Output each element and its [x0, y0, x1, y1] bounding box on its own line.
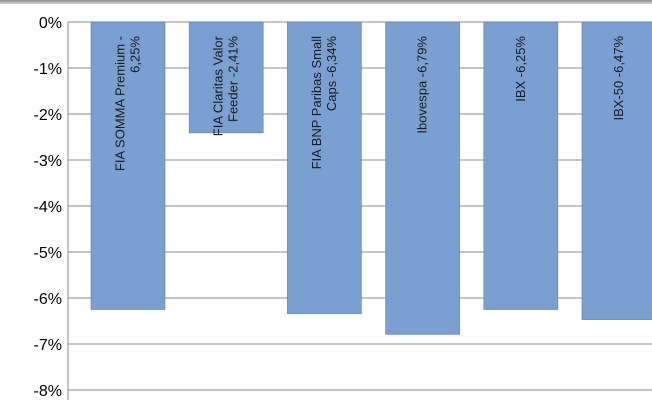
bar-data-label-line: IBX-50 -6,47%	[611, 36, 626, 121]
y-tick-label: -6%	[34, 291, 62, 308]
bar-data-label: FIA SOMMA Premium -6,25%	[113, 36, 143, 172]
y-tick-label: -3%	[34, 153, 62, 170]
bar	[385, 21, 460, 335]
bar-data-label: FIA BNP Paribas SmallCaps -6,34%	[309, 36, 339, 170]
bar-labels: FIA SOMMA Premium -6,25% FIA Claritas Val…	[113, 35, 627, 171]
bar-data-label-line: FIA SOMMA Premium -	[113, 36, 128, 171]
bar-data-label: IBX -6,25%	[513, 36, 528, 102]
bar	[188, 21, 264, 134]
y-tick-label: -8%	[34, 383, 62, 400]
bar-data-label-line: 6,25%	[128, 36, 143, 73]
y-tick-label: -2%	[34, 107, 62, 124]
bar	[90, 21, 166, 310]
y-tick-label: 0%	[39, 15, 62, 32]
bar-data-label-line: Feeder -2,41%	[226, 36, 241, 122]
bar-data-label-line: FIA BNP Paribas Small	[309, 36, 324, 170]
bar	[483, 21, 559, 310]
y-tick-label: -5%	[34, 245, 62, 262]
bar-data-label-line: IBX -6,25%	[513, 36, 528, 102]
bar-data-label: FIA Claritas ValorFeeder -2,41%	[211, 35, 241, 136]
bar-data-label-line: Caps -6,34%	[324, 36, 339, 112]
bar	[581, 21, 652, 320]
bars	[90, 21, 652, 335]
y-tick-label: -7%	[34, 337, 62, 354]
bar-data-label-line: FIA Claritas Valor	[211, 35, 226, 136]
bar	[287, 21, 362, 314]
y-tick-label: -1%	[34, 61, 62, 78]
top-border	[0, 0, 652, 4]
bar-data-label: IBX-50 -6,47%	[611, 36, 626, 121]
bar-data-label: Ibovespa -6,79%	[415, 36, 430, 134]
y-tick-label: -4%	[34, 199, 62, 216]
bar-data-label-line: Ibovespa -6,79%	[415, 36, 430, 134]
y-axis: 0% -1% -2% -3% -4% -5% -6% -7% -8%	[34, 15, 69, 400]
